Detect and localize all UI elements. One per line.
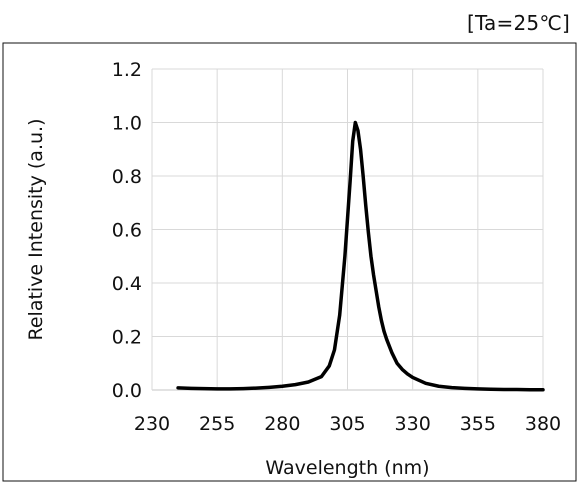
y-axis-title: Relative Intensity (a.u.) [25, 119, 47, 341]
x-tick-label: 305 [329, 413, 365, 435]
y-tick-label: 0.8 [112, 166, 142, 188]
y-tick-label: 0.4 [112, 273, 142, 295]
x-tick-label: 330 [395, 413, 431, 435]
x-tick-label: 230 [134, 413, 170, 435]
x-axis-title: Wavelength (nm) [265, 457, 429, 479]
x-tick-label: 355 [460, 413, 496, 435]
y-tick-label: 0.0 [112, 380, 142, 402]
x-tick-label: 255 [199, 413, 235, 435]
measurement-condition: [Ta=25℃] [467, 11, 570, 35]
y-tick-label: 0.6 [112, 220, 142, 242]
y-tick-label: 1.2 [112, 59, 142, 81]
y-tick-label: 0.2 [112, 327, 142, 349]
x-tick-label: 380 [525, 413, 561, 435]
y-tick-label: 1.0 [112, 113, 142, 135]
x-tick-label: 280 [264, 413, 300, 435]
